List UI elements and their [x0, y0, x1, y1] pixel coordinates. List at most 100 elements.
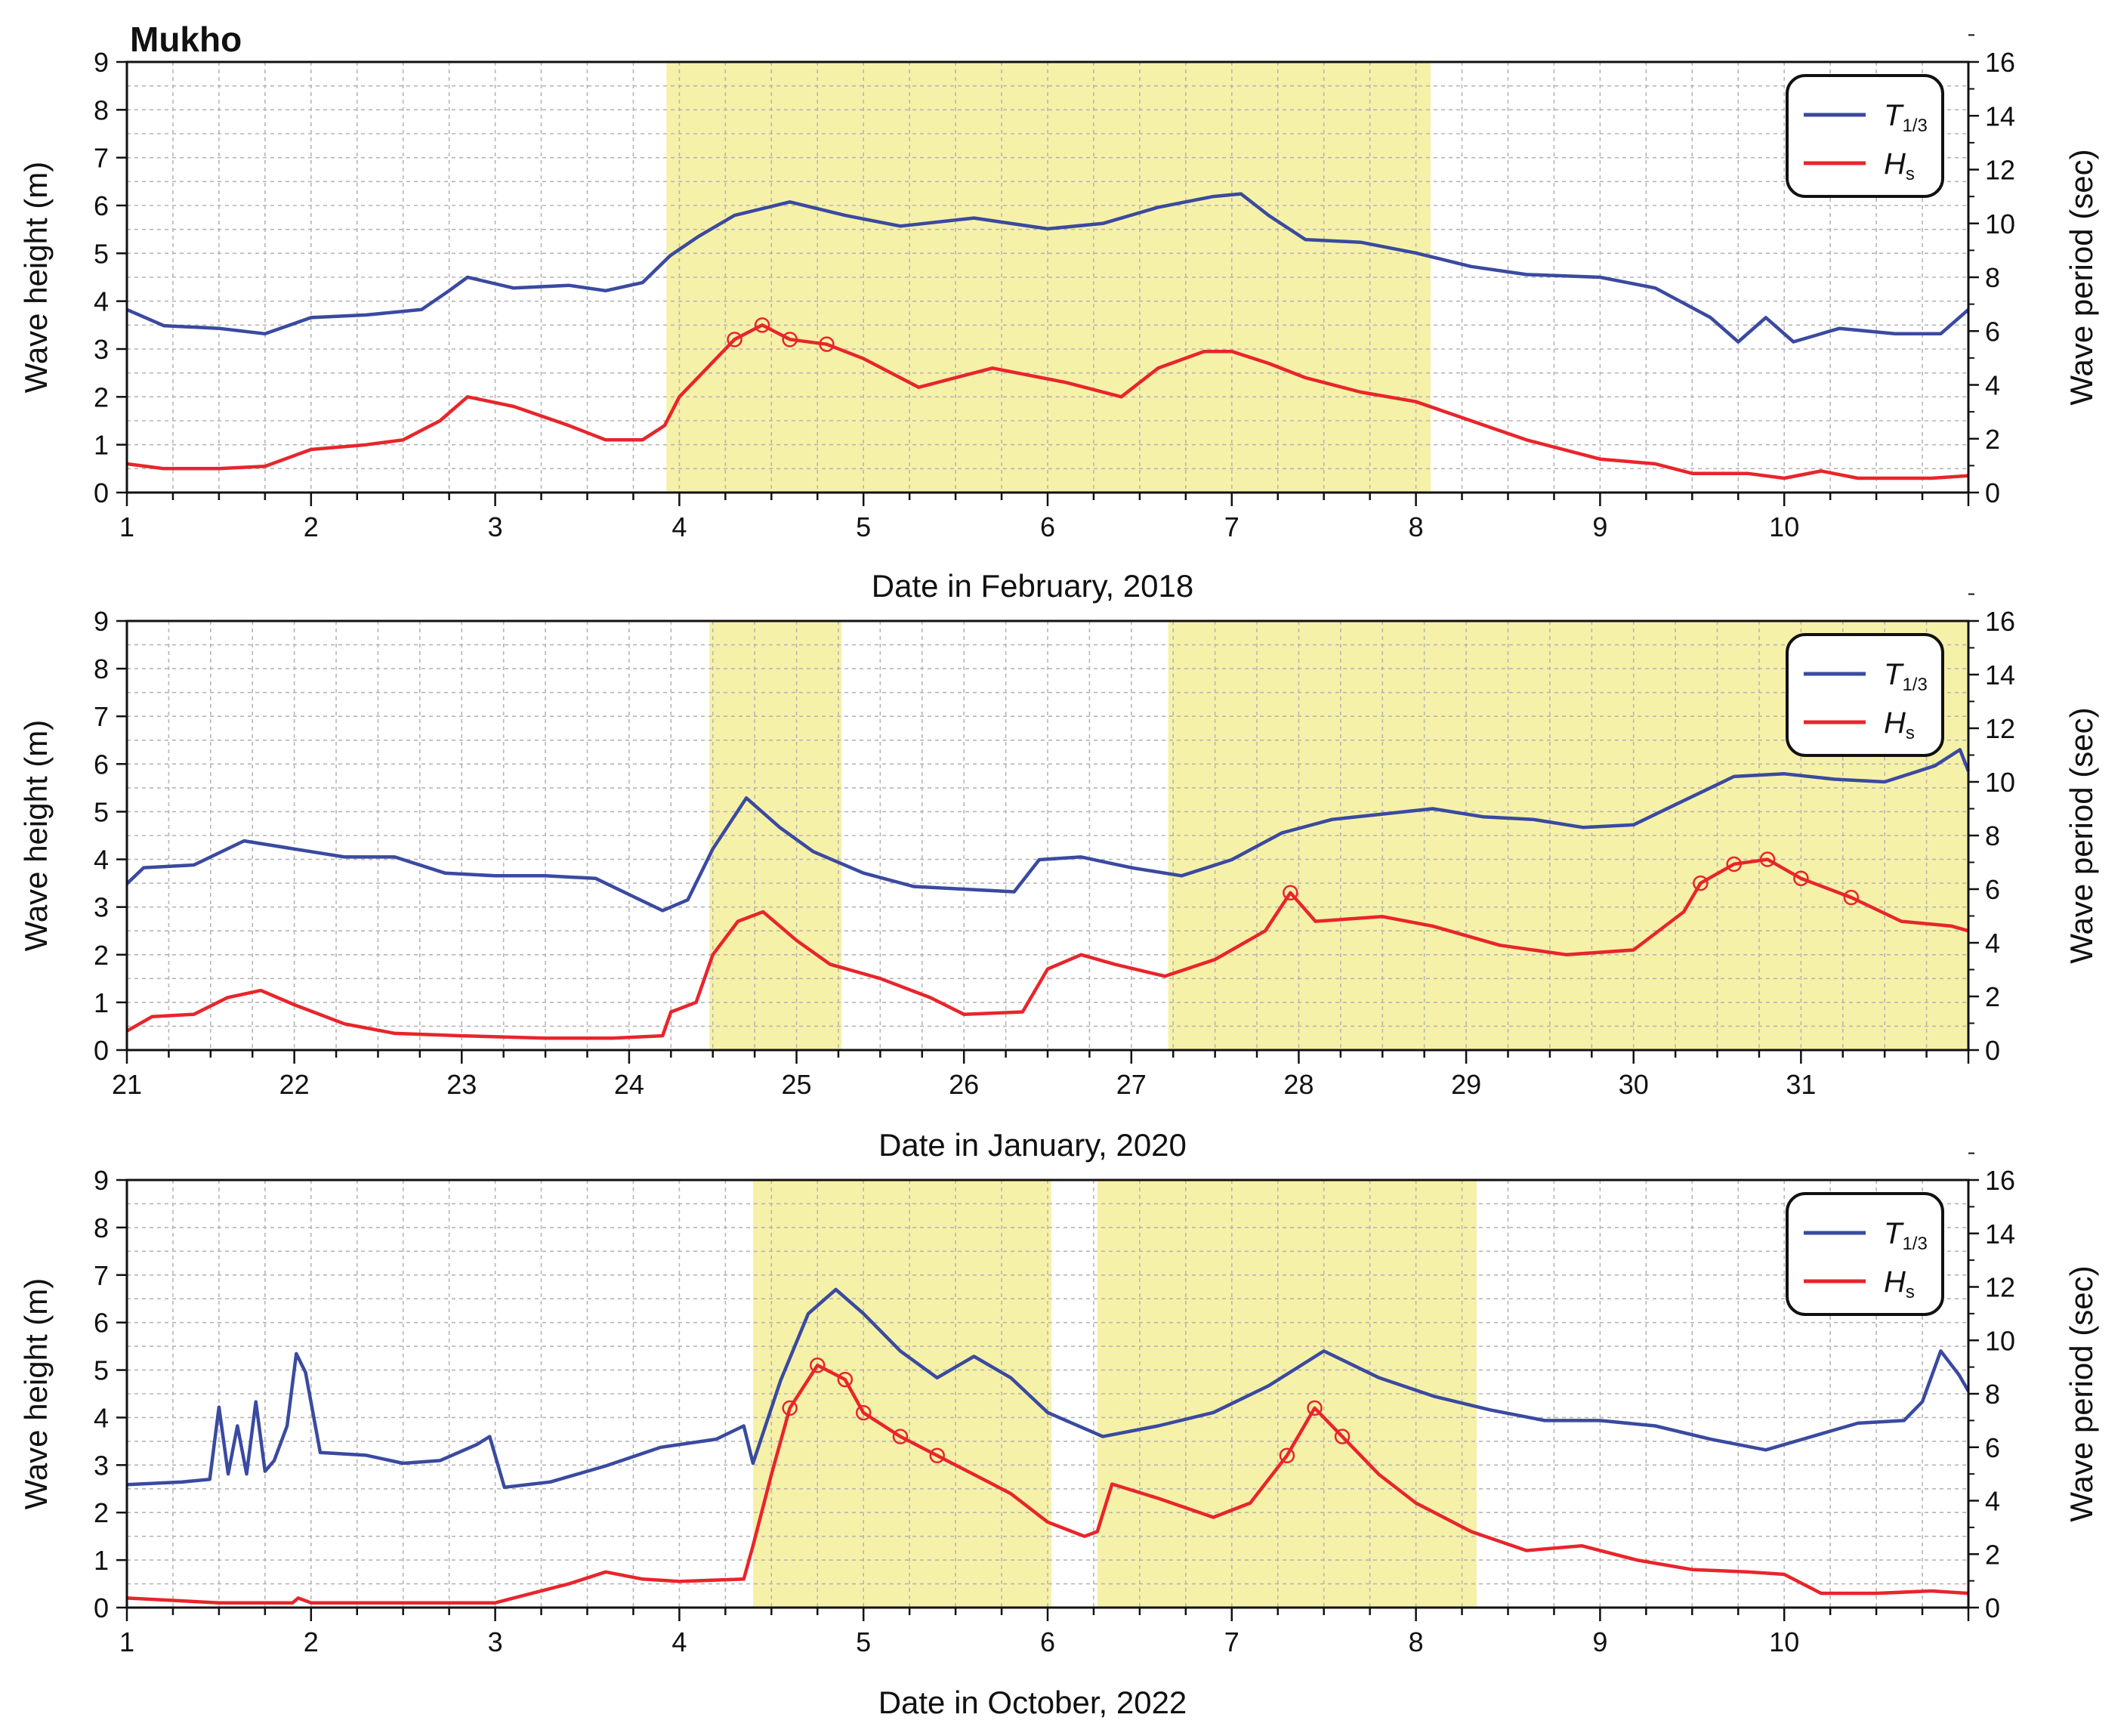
Hs-threshold-marker: [1307, 1400, 1323, 1416]
legend-label-Hs: Hs: [1884, 706, 1915, 743]
x-tick-label: 21: [112, 1069, 142, 1100]
y2-tick-label: 10: [1985, 209, 2015, 239]
y-tick-label: 7: [94, 143, 109, 174]
x-tick-label: 31: [1786, 1069, 1816, 1100]
y-tick-label: 2: [94, 940, 109, 971]
x-tick-label: 22: [279, 1069, 310, 1100]
Hs-threshold-marker: [819, 336, 835, 352]
legend-label-Hs: Hs: [1884, 1265, 1915, 1302]
y-tick-label: 9: [94, 47, 109, 78]
y-tick-label: 6: [94, 749, 109, 780]
Hs-threshold-marker: [1793, 870, 1809, 887]
series-line-Hs: [126, 323, 1969, 480]
y2-axis-title: Wave period (sec): [2064, 1265, 2099, 1521]
x-tick-label: 28: [1283, 1069, 1314, 1100]
y2-tick-label: 10: [1985, 767, 2015, 798]
x-tick-label: 4: [671, 511, 687, 542]
y-tick-label: 9: [94, 1165, 109, 1196]
y2-tick-label: 2: [1985, 981, 2000, 1012]
Hs-threshold-marker: [782, 332, 798, 348]
y2-tick-label: 0: [1985, 1035, 2000, 1066]
Hs-threshold-marker: [810, 1358, 826, 1373]
series-line-Hs: [125, 857, 1969, 1040]
x-tick-label: 23: [446, 1069, 477, 1100]
legend-label-T13: T1/3: [1884, 658, 1928, 695]
Hs-threshold-marker: [1843, 889, 1860, 906]
y2-tick-label: 0: [1985, 1592, 2000, 1623]
y2-tick-label: 12: [1985, 155, 2015, 186]
y-tick-label: 8: [94, 94, 109, 125]
x-tick-label: 29: [1451, 1069, 1481, 1100]
x-tick-label: 3: [488, 1626, 503, 1657]
x-axis-title: Date in October, 2022: [878, 1685, 1187, 1720]
x-tick-label: 10: [1769, 1626, 1799, 1657]
y-tick-label: 8: [94, 1212, 109, 1243]
x-tick-label: 27: [1116, 1069, 1147, 1100]
y2-tick-label: 10: [1985, 1325, 2015, 1356]
Hs-threshold-marker: [1283, 885, 1298, 900]
series-line-T13: [126, 192, 1970, 344]
y-tick-label: 3: [94, 1450, 109, 1481]
chart-panel-2: 21 22 23 24 25 26 27 28 29 30 31012345678902468101…: [18, 593, 2099, 1163]
x-tick-label: 25: [782, 1069, 812, 1100]
x-tick-label: 3: [488, 511, 503, 542]
y-tick-label: 2: [94, 381, 109, 412]
y2-tick-label: 4: [1985, 928, 2000, 959]
y2-tick-label: 8: [1985, 820, 2000, 851]
y2-axis-title: Wave period (sec): [2064, 149, 2099, 405]
y-tick-label: 6: [94, 190, 109, 221]
legend-label-Hs: Hs: [1884, 147, 1915, 184]
Hs-threshold-marker: [1279, 1447, 1295, 1464]
y2-tick-label: 2: [1985, 424, 2000, 455]
x-tick-label: 9: [1592, 511, 1607, 542]
x-axis-title: Date in January, 2020: [878, 1127, 1187, 1163]
x-tick-label: 2: [304, 1626, 319, 1657]
y-tick-label: 1: [94, 987, 109, 1018]
y2-tick-label: 16: [1985, 1165, 2015, 1196]
x-tick-label: 26: [949, 1069, 979, 1100]
y-tick-label: 7: [94, 1260, 109, 1291]
y2-tick-label: 6: [1985, 874, 2000, 905]
x-tick-label: 2: [304, 511, 319, 542]
y2-tick-label: 16: [1985, 47, 2015, 78]
y-tick-label: 4: [94, 286, 109, 317]
y2-tick-label: 12: [1985, 713, 2015, 744]
y2-tick-label: 0: [1985, 477, 2000, 508]
legend-box: [1786, 74, 1944, 198]
y-axis-title: Wave height (m): [18, 1278, 54, 1510]
y-tick-label: 7: [94, 701, 109, 732]
y-tick-label: 5: [94, 1355, 109, 1386]
x-tick-label: 1: [119, 1626, 134, 1657]
y-tick-label: 0: [94, 477, 109, 508]
x-tick-label: 30: [1619, 1069, 1649, 1100]
x-tick-label: 6: [1040, 1626, 1055, 1657]
x-tick-label: 7: [1224, 511, 1239, 542]
y-tick-label: 1: [94, 430, 109, 461]
Hs-threshold-marker: [1693, 875, 1709, 891]
series-line-Hs: [126, 1364, 1969, 1605]
x-tick-label: 5: [856, 511, 871, 542]
x-tick-label: 8: [1409, 511, 1424, 542]
y-tick-label: 0: [94, 1592, 109, 1623]
y2-axis-title: Wave period (sec): [2064, 707, 2099, 963]
y2-tick-label: 12: [1985, 1272, 2015, 1303]
y2-tick-label: 16: [1985, 606, 2015, 637]
y-tick-label: 2: [94, 1497, 109, 1528]
x-tick-label: 7: [1224, 1626, 1239, 1657]
y2-tick-label: 14: [1985, 1219, 2015, 1249]
Hs-threshold-marker: [782, 1400, 798, 1416]
legend-box: [1786, 633, 1944, 757]
y2-tick-label: 6: [1985, 316, 2000, 347]
series-line-T13: [126, 1287, 1970, 1490]
y-tick-label: 1: [94, 1545, 109, 1576]
y2-tick-label: 6: [1985, 1432, 2000, 1463]
x-axis-title: Date in February, 2018: [872, 568, 1193, 604]
legend-label-T13: T1/3: [1884, 99, 1928, 136]
y-tick-label: 4: [94, 1402, 109, 1433]
y2-tick-label: 14: [1985, 659, 2015, 690]
x-tick-label: 1: [119, 511, 134, 542]
y-tick-label: 4: [94, 845, 109, 876]
y-tick-label: 3: [94, 334, 109, 365]
Hs-threshold-marker: [1334, 1429, 1351, 1444]
